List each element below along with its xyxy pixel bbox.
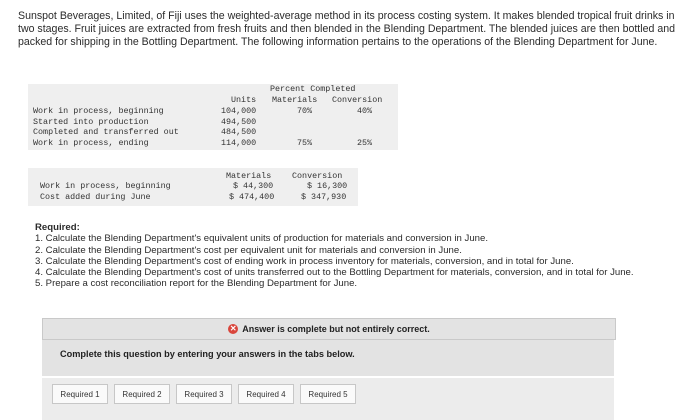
units-value: 114,000 — [221, 137, 257, 148]
tab-required-5[interactable]: Required 5 — [300, 384, 356, 404]
conversion-header: Conversion — [332, 95, 383, 105]
units-table — [28, 84, 398, 150]
answer-status-bar: ✕ Answer is complete but not entirely co… — [42, 318, 616, 340]
units-row-label: Completed and transferred out — [33, 127, 179, 137]
cost-row-label: Work in process, beginning — [40, 181, 171, 191]
problem-intro: Sunspot Beverages, Limited, of Fiji uses… — [18, 10, 676, 48]
instructions-box: Complete this question by entering your … — [42, 340, 614, 376]
required-item: 5. Prepare a cost reconciliation report … — [35, 278, 358, 290]
cost-conversion-value: $ 347,930 — [301, 191, 347, 202]
units-row-label: Work in process, beginning — [33, 106, 164, 116]
tab-required-1[interactable]: Required 1 — [52, 384, 108, 404]
tabs-bar: Required 1 Required 2 Required 3 Require… — [42, 378, 614, 420]
required-item: 3. Calculate the Blending Department's c… — [35, 255, 574, 267]
cost-materials-value: $ 44,300 — [233, 181, 274, 191]
materials-header: Materials — [272, 95, 318, 105]
required-section: Required: 1. Calculate the Blending Depa… — [35, 222, 685, 290]
x-circle-icon: ✕ — [228, 324, 239, 334]
required-item: 2. Calculate the Blending Department's c… — [35, 244, 462, 256]
units-row-label: Started into production — [33, 116, 149, 127]
instructions-text: Complete this question by entering your … — [60, 349, 355, 359]
tab-required-3[interactable]: Required 3 — [176, 384, 232, 404]
materials-percent: 75% — [297, 137, 313, 148]
answer-status-text: Answer is complete but not entirely corr… — [242, 324, 430, 334]
cost-materials-value: $ 474,400 — [229, 191, 275, 202]
cost-materials-header: Materials — [226, 171, 272, 181]
cost-table — [28, 168, 358, 206]
materials-percent: 70% — [297, 106, 313, 116]
units-value: 494,500 — [221, 116, 257, 127]
percent-completed-header: Percent Completed — [270, 84, 356, 94]
required-item: 1. Calculate the Blending Department's e… — [35, 233, 489, 245]
required-item: 4. Calculate the Blending Department's c… — [35, 267, 634, 279]
units-value: 104,000 — [221, 106, 257, 116]
cost-conversion-header: Conversion — [292, 171, 343, 181]
units-row-label: Work in process, ending — [33, 137, 149, 148]
conversion-percent: 25% — [357, 137, 373, 148]
units-header: Units — [231, 95, 257, 105]
tab-required-2[interactable]: Required 2 — [114, 384, 170, 404]
tab-required-4[interactable]: Required 4 — [238, 384, 294, 404]
units-value: 484,500 — [221, 127, 257, 137]
cost-row-label: Cost added during June — [40, 191, 151, 202]
conversion-percent: 40% — [357, 106, 373, 116]
required-heading: Required: — [35, 222, 80, 233]
cost-conversion-value: $ 16,300 — [307, 181, 348, 191]
